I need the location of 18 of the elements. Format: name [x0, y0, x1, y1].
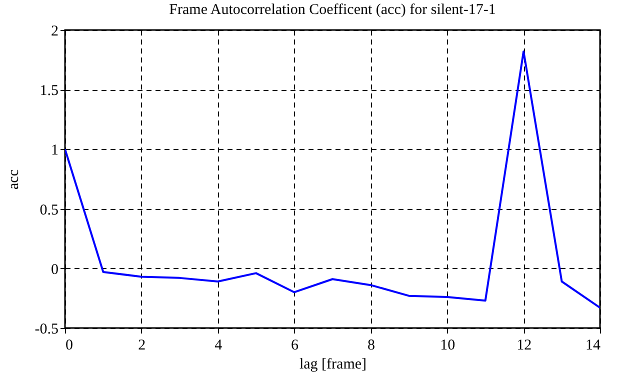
y-tick-label: 0.5 — [40, 202, 58, 218]
x-tick-label: 2 — [138, 338, 146, 354]
x-tick-label: 10 — [440, 338, 456, 354]
line-series — [65, 50, 600, 309]
x-tick-label: 12 — [516, 338, 532, 354]
x-tick-label: 8 — [367, 338, 375, 354]
y-tick-label: -0.5 — [34, 322, 58, 338]
x-tick-label: 14 — [586, 338, 601, 354]
chart-title: Frame Autocorrelation Coefficent (acc) for silent-17-1 — [169, 2, 496, 18]
y-tick-label: 0 — [51, 262, 58, 278]
y-tick-label: 1.5 — [40, 83, 58, 100]
x-axis-title: lag [frame] — [299, 356, 367, 372]
x-tick-label: 0 — [66, 338, 73, 354]
y-axis-title: acc — [6, 169, 22, 190]
x-tick-label: 6 — [291, 338, 300, 354]
y-tick-label: 2 — [51, 24, 58, 40]
x-tick-label: 4 — [214, 338, 223, 354]
y-tick-label: 1 — [51, 142, 58, 159]
